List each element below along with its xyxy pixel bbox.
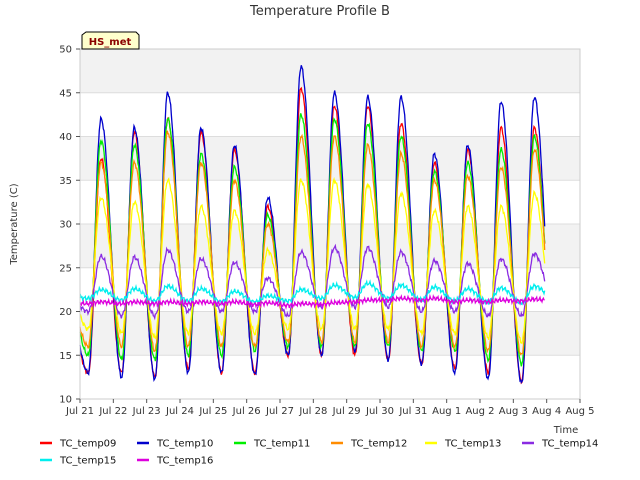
legend-label: TC_temp11 [253, 439, 310, 450]
legend-label: TC_temp09 [59, 439, 116, 450]
x-tick-label: Jul 21 [65, 406, 94, 417]
x-tick-label: Aug 3 [499, 406, 528, 417]
series-line-tc_temp12 [79, 130, 546, 356]
plot-band [80, 311, 580, 356]
series-lines [79, 65, 546, 385]
plot-band [80, 355, 580, 399]
legend-item: TC_temp14 [522, 439, 598, 450]
legend-item: TC_temp13 [425, 439, 501, 450]
legend-item: TC_temp11 [234, 439, 310, 450]
chart-title: Temperature Profile B [249, 4, 390, 19]
legend-label: TC_temp14 [541, 439, 598, 450]
x-tick-label: Jul 23 [132, 406, 161, 417]
series-line-tc_temp10 [79, 65, 546, 384]
legend-item: TC_temp16 [137, 456, 213, 467]
legend-label: TC_temp12 [350, 439, 407, 450]
x-axis-label: Time [553, 425, 578, 436]
x-tick-label: Jul 22 [98, 406, 127, 417]
x-tick-label: Jul 26 [232, 406, 261, 417]
y-tick-label: 30 [59, 220, 72, 231]
x-tick-label: Aug 4 [532, 406, 561, 417]
x-tick-label: Jul 27 [265, 406, 294, 417]
y-tick-label: 40 [59, 132, 72, 143]
y-tick-label: 35 [59, 176, 72, 187]
series-line-tc_temp16 [79, 293, 545, 310]
legend-label: TC_temp15 [59, 456, 116, 467]
x-tick-label: Jul 28 [298, 406, 327, 417]
legend-item: TC_temp12 [331, 439, 407, 450]
legend-item: TC_temp15 [40, 456, 116, 467]
legend-item: TC_temp09 [40, 439, 116, 450]
legend-label: TC_temp16 [156, 456, 213, 467]
x-axis-ticks: Jul 21 Jul 22 Jul 23 Jul 24 Jul 25 Jul 26 Jul … [65, 399, 595, 417]
legend-item: TC_temp10 [137, 439, 213, 450]
hs-met-badge: HS_met [81, 31, 140, 50]
y-tick-label: 10 [59, 395, 72, 406]
y-axis-ticks: 10 15 20 25 30 35 40 45 50 [59, 45, 80, 406]
plot-band [80, 49, 580, 93]
badge-label: HS_met [89, 37, 132, 48]
y-axis-label: Temperature (C) [9, 183, 20, 265]
x-tick-label: Jul 31 [398, 406, 427, 417]
x-tick-label: Aug 5 [565, 406, 594, 417]
legend-label: TC_temp13 [444, 439, 501, 450]
y-tick-label: 15 [59, 351, 72, 362]
x-tick-label: Aug 2 [465, 406, 494, 417]
series-line-tc_temp13 [79, 176, 546, 345]
series-line-tc_temp14 [79, 243, 546, 321]
x-tick-label: Aug 1 [432, 406, 461, 417]
plot-band [80, 92, 580, 137]
x-tick-label: Jul 30 [365, 406, 394, 417]
x-tick-label: Jul 29 [332, 406, 361, 417]
y-tick-label: 20 [59, 307, 72, 318]
legend-label: TC_temp10 [156, 439, 213, 450]
y-tick-label: 50 [59, 45, 72, 56]
y-tick-label: 45 [59, 88, 72, 99]
legend: TC_temp09 TC_temp10 TC_temp11 TC_temp12 TC_t… [40, 439, 598, 467]
series-line-tc_temp15 [79, 279, 546, 307]
x-tick-label: Jul 25 [198, 406, 227, 417]
x-tick-label: Jul 24 [165, 406, 194, 417]
y-tick-label: 25 [59, 263, 72, 274]
